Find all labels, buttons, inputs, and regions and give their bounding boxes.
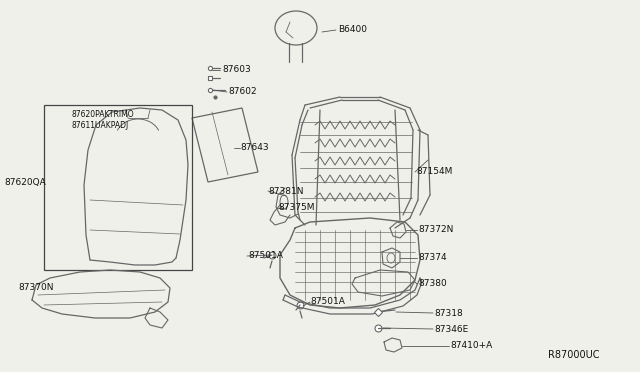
Text: 87154M: 87154M xyxy=(416,167,452,176)
Bar xyxy=(44,105,192,270)
Text: 87643: 87643 xyxy=(240,144,269,153)
Text: R87000UC: R87000UC xyxy=(548,350,600,360)
Text: 87603: 87603 xyxy=(222,65,251,74)
Text: 87620PAKTRIMO
87611UAKPADJ: 87620PAKTRIMO 87611UAKPADJ xyxy=(72,110,134,130)
Text: 87501A: 87501A xyxy=(248,251,283,260)
Text: 87370N: 87370N xyxy=(18,282,54,292)
Text: 87375M: 87375M xyxy=(278,203,314,212)
Text: 87381N: 87381N xyxy=(268,186,303,196)
Text: 87410+A: 87410+A xyxy=(450,341,492,350)
Text: B6400: B6400 xyxy=(338,26,367,35)
Text: 87372N: 87372N xyxy=(418,225,453,234)
Text: 87602: 87602 xyxy=(228,87,257,96)
Text: 87620QA: 87620QA xyxy=(4,177,45,186)
Text: 87380: 87380 xyxy=(418,279,447,289)
Text: 87318: 87318 xyxy=(434,308,463,317)
Text: 87374: 87374 xyxy=(418,253,447,263)
Text: 87501A: 87501A xyxy=(310,298,345,307)
Text: 87346E: 87346E xyxy=(434,324,468,334)
